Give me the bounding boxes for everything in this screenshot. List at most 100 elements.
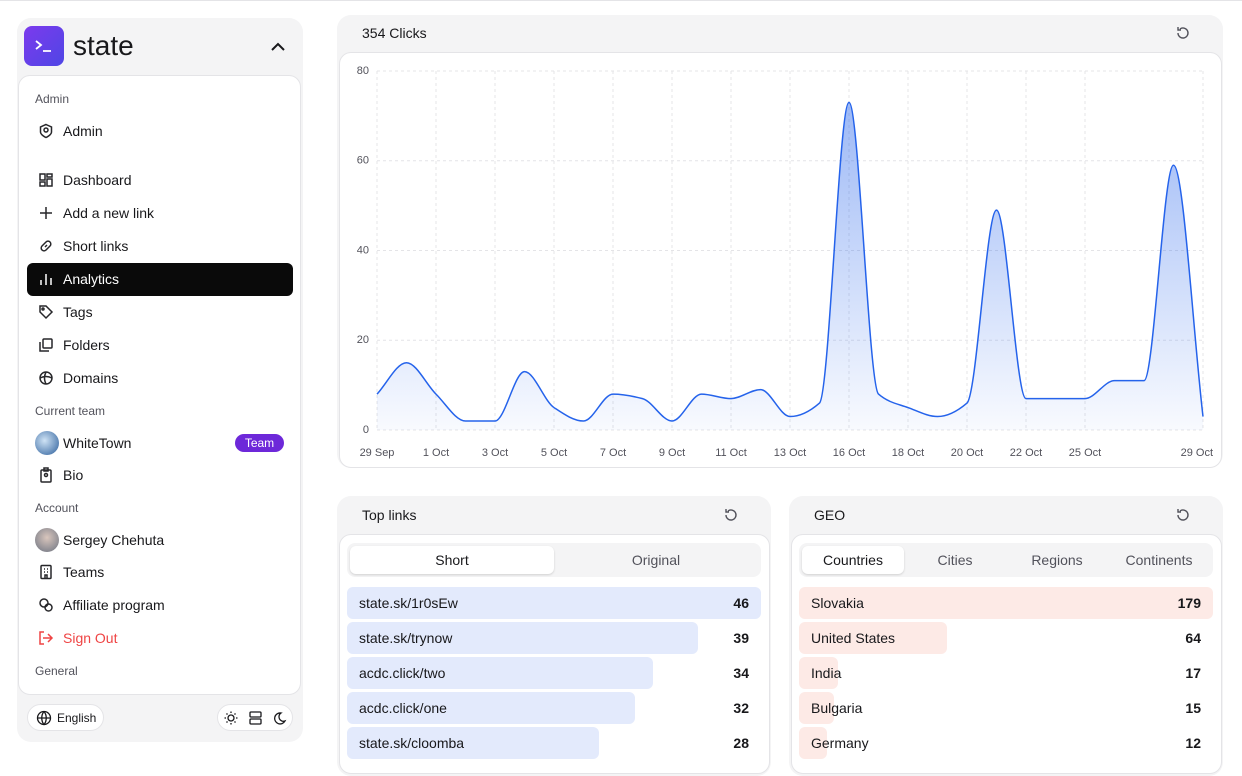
y-tick-label: 80 <box>357 65 369 77</box>
row: India 17 <box>799 657 1213 689</box>
x-tick-label: 9 Oct <box>659 447 685 459</box>
icon <box>40 207 52 219</box>
globe-icon <box>36 710 52 726</box>
menu <box>18 75 301 695</box>
menu-item[interactable]: Sergey Chehuta <box>63 532 165 548</box>
bar <box>799 692 834 724</box>
row-value: 179 <box>1177 595 1201 611</box>
row: Germany 12 <box>799 727 1213 759</box>
menu-item[interactable]: Sign Out <box>63 630 118 646</box>
x-tick-label: 29 Sep <box>360 447 395 459</box>
active-item-bg[interactable] <box>27 263 293 296</box>
menu-item[interactable]: Affiliate program <box>63 597 165 613</box>
bar <box>799 657 839 689</box>
tab[interactable]: Short <box>350 546 554 574</box>
language-button[interactable]: English <box>27 704 104 731</box>
bar <box>347 587 761 619</box>
top-border <box>0 0 1242 1</box>
tab[interactable]: Regions <box>1031 552 1083 568</box>
bar <box>347 622 698 654</box>
row-value: 46 <box>733 595 749 611</box>
menu-item[interactable]: Teams <box>63 564 105 580</box>
y-tick-label: 20 <box>357 334 369 346</box>
logo <box>24 26 64 66</box>
row-label: acdc.click/two <box>359 665 446 681</box>
menu-item[interactable]: Folders <box>63 337 110 353</box>
row-value: 39 <box>733 630 749 646</box>
row: state.sk/trynow 39 <box>347 622 761 654</box>
card-title: GEO <box>814 507 846 523</box>
x-tick-label: 7 Oct <box>600 447 626 459</box>
row-label: Slovakia <box>811 595 864 611</box>
row-label: acdc.click/one <box>359 700 447 716</box>
row-label: Bulgaria <box>811 700 863 716</box>
section-heading: Account <box>35 501 79 515</box>
row-value: 64 <box>1185 630 1201 646</box>
theme-icons <box>224 711 287 725</box>
menu-item[interactable]: Dashboard <box>63 172 132 188</box>
section-heading: Admin <box>35 92 70 106</box>
row-label: state.sk/cloomba <box>359 735 465 751</box>
row: United States 64 <box>799 622 1213 654</box>
tab[interactable]: Cities <box>937 552 973 568</box>
icon <box>39 598 53 612</box>
bar <box>799 587 1213 619</box>
row-value: 32 <box>733 700 749 716</box>
refresh-button[interactable] <box>723 507 739 523</box>
icon <box>40 467 52 483</box>
tabs: Countries Cities Regions Continents <box>799 543 1213 577</box>
icon <box>39 338 53 352</box>
x-tick-label: 16 Oct <box>833 447 865 459</box>
menu-item[interactable]: Short links <box>63 238 129 254</box>
icon <box>40 274 52 285</box>
row: state.sk/1r0sEw 46 <box>347 587 761 619</box>
icon <box>40 564 52 580</box>
brand: state <box>73 30 134 61</box>
icon <box>39 371 53 385</box>
menu-item[interactable]: Add a new link <box>63 205 155 221</box>
row: acdc.click/two 34 <box>347 657 761 689</box>
menu-item[interactable]: Analytics <box>63 271 120 287</box>
row-value: 17 <box>1185 665 1201 681</box>
collapse-button[interactable] <box>269 38 287 56</box>
x-tick-label: 1 Oct <box>423 447 449 459</box>
refresh-button[interactable] <box>1175 507 1191 523</box>
row-value: 15 <box>1185 700 1201 716</box>
menu-item[interactable]: Tags <box>63 304 93 320</box>
section-heading: General <box>35 664 78 678</box>
x-tick-label: 25 Oct <box>1069 447 1101 459</box>
menu-item[interactable]: Domains <box>63 370 119 386</box>
x-tick-label: 11 Oct <box>715 447 747 459</box>
y-tick-label: 40 <box>357 244 369 256</box>
icon <box>39 305 54 320</box>
tab[interactable]: Continents <box>1125 552 1193 568</box>
x-tick-label: 20 Oct <box>951 447 983 459</box>
menu-item[interactable]: Admin <box>63 123 103 139</box>
icon <box>40 240 52 252</box>
refresh-button[interactable] <box>1175 25 1191 41</box>
icon <box>39 173 53 187</box>
line <box>376 101 1204 422</box>
menu-item[interactable]: Bio <box>63 467 84 483</box>
row-label: India <box>811 665 842 681</box>
row-label: Germany <box>811 735 869 751</box>
theme-switch[interactable] <box>217 704 293 731</box>
user-avatar <box>35 528 59 552</box>
logo-icon <box>35 40 51 52</box>
menu-item[interactable]: WhiteTown <box>63 435 132 451</box>
row: Slovakia 179 <box>799 587 1213 619</box>
section-heading: Current team <box>35 404 106 418</box>
bar <box>799 622 948 654</box>
tab[interactable]: Original <box>631 552 681 568</box>
x-tick-label: 18 Oct <box>892 447 924 459</box>
row-value: 12 <box>1185 735 1201 751</box>
x-tick-label: 5 Oct <box>541 447 567 459</box>
tab[interactable]: Countries <box>802 546 904 574</box>
team-badge: Team <box>235 434 284 452</box>
tabs: Short Original <box>347 543 761 577</box>
icon <box>39 123 53 139</box>
y-tick-label: 60 <box>357 155 369 167</box>
chart: 0 20 40 60 80 29 Sep 1 Oct 3 Oct 5 Oct 7 Oct 9 Oct… <box>357 65 1213 459</box>
row-label: state.sk/1r0sEw <box>359 595 458 611</box>
row: Bulgaria 15 <box>799 692 1213 724</box>
